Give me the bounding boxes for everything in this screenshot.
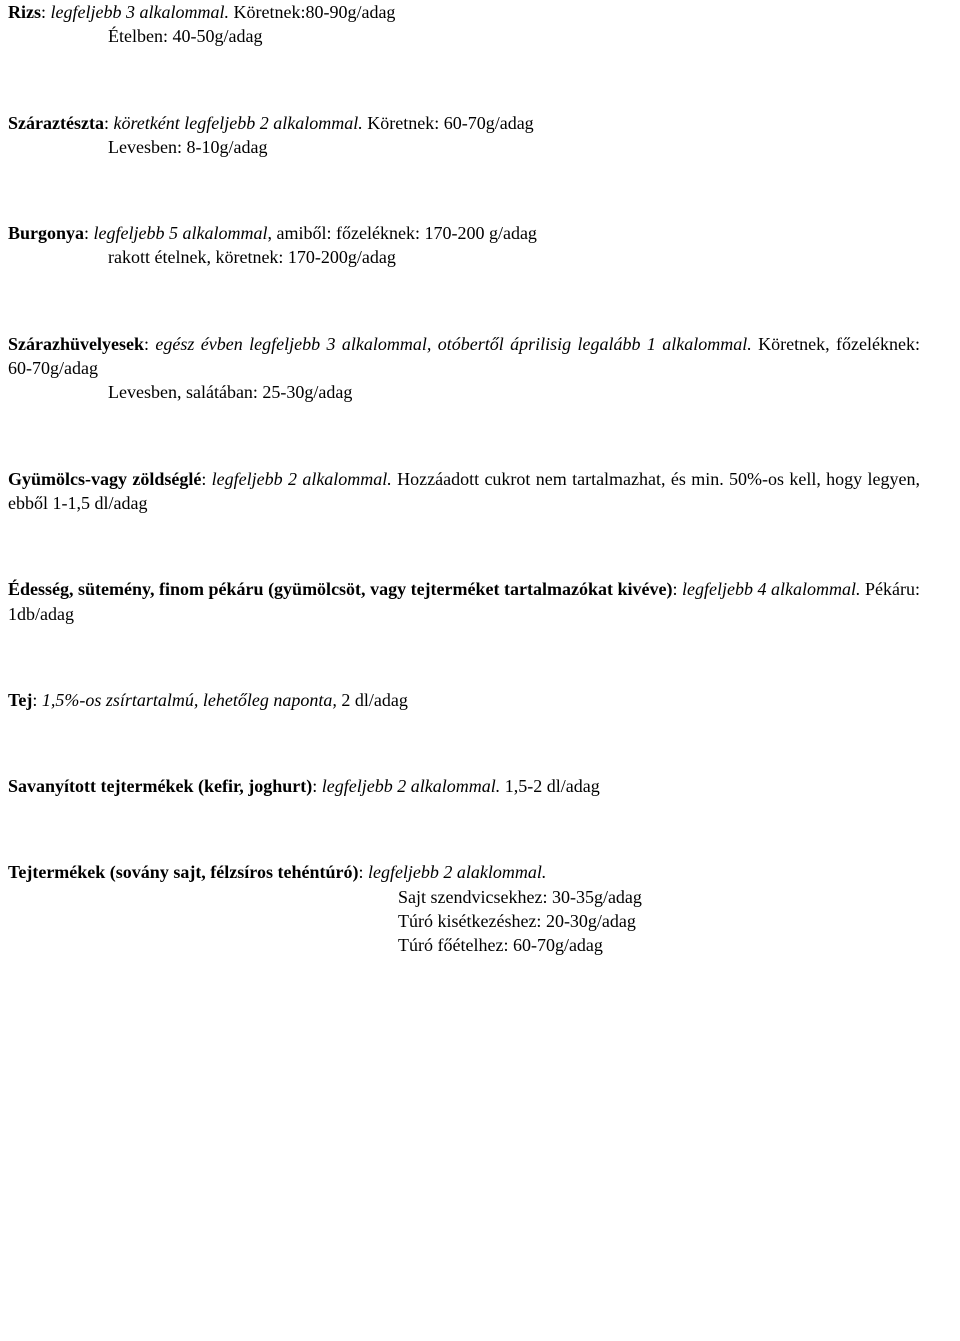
- document-page: Rizs: legfeljebb 3 alkalommal. Köretnek:…: [0, 0, 960, 1341]
- savany-sep: :: [312, 776, 322, 796]
- tej-line: Tej: 1,5%-os zsírtartalmú, lehetőleg nap…: [8, 688, 920, 712]
- tejterm-line2: Sajt szendvicsekhez: 30-35g/adag: [8, 885, 920, 909]
- szarazhuv-line1: Szárazhüvelyesek: egész évben legfeljebb…: [8, 332, 920, 381]
- szarazhuv-line2: Levesben, salátában: 25-30g/adag: [8, 380, 920, 404]
- szaraz-desc-rest: Köretnek: 60-70g/adag: [363, 113, 534, 133]
- burgonya-rest: , amiből: főzeléknek: 170-200 g/adag: [268, 223, 537, 243]
- section-tej: Tej: 1,5%-os zsírtartalmú, lehetőleg nap…: [8, 688, 920, 712]
- savany-rest: 1,5-2 dl/adag: [500, 776, 599, 796]
- section-edesseg: Édesség, sütemény, finom pékáru (gyümölc…: [8, 577, 920, 626]
- rizs-desc-rest: Köretnek:80-90g/adag: [229, 2, 395, 22]
- edesseg-label: Édesség, sütemény, finom pékáru (gyümölc…: [8, 579, 672, 599]
- tejterm-line1: Tejtermékek (sovány sajt, félzsíros tehé…: [8, 860, 920, 884]
- edesseg-italic: legfeljebb 4 alkalommal.: [682, 579, 861, 599]
- tejterm-label: Tejtermékek (sovány sajt, félzsíros tehé…: [8, 862, 358, 882]
- szarazhuv-label: Szárazhüvelyesek: [8, 334, 144, 354]
- tej-sep: :: [32, 690, 42, 710]
- burgonya-line1: Burgonya: legfeljebb 5 alkalommal, amibő…: [8, 221, 920, 245]
- szaraz-label: Száraztészta: [8, 113, 104, 133]
- burgonya-sep: :: [84, 223, 94, 243]
- rizs-desc-italic: legfeljebb 3 alkalommal.: [51, 2, 229, 22]
- edesseg-line: Édesség, sütemény, finom pékáru (gyümölc…: [8, 577, 920, 626]
- section-savany: Savanyított tejtermékek (kefir, joghurt)…: [8, 774, 920, 798]
- rizs-sep: :: [41, 2, 51, 22]
- rizs-line1: Rizs: legfeljebb 3 alkalommal. Köretnek:…: [8, 0, 920, 24]
- savany-line: Savanyított tejtermékek (kefir, joghurt)…: [8, 774, 920, 798]
- tej-rest: 2 dl/adag: [337, 690, 408, 710]
- edesseg-sep: :: [672, 579, 682, 599]
- tejterm-italic: legfeljebb 2 alaklommal.: [368, 862, 546, 882]
- section-rizs: Rizs: legfeljebb 3 alkalommal. Köretnek:…: [8, 0, 920, 49]
- section-juice: Gyümölcs-vagy zöldséglé: legfeljebb 2 al…: [8, 467, 920, 516]
- tej-italic: 1,5%-os zsírtartalmú, lehetőleg naponta,: [42, 690, 337, 710]
- section-szaraz: Száraztészta: köretként legfeljebb 2 alk…: [8, 111, 920, 160]
- burgonya-line2: rakott ételnek, köretnek: 170-200g/adag: [8, 245, 920, 269]
- juice-italic: legfeljebb 2 alkalommal.: [212, 469, 392, 489]
- szaraz-line2: Levesben: 8-10g/adag: [8, 135, 920, 159]
- rizs-line2: Ételben: 40-50g/adag: [8, 24, 920, 48]
- tejterm-line4: Túró főételhez: 60-70g/adag: [8, 933, 920, 957]
- savany-italic: legfeljebb 2 alkalommal.: [322, 776, 500, 796]
- szarazhuv-italic: egész évben legfeljebb 3 alkalommal, otó…: [155, 334, 751, 354]
- section-burgonya: Burgonya: legfeljebb 5 alkalommal, amibő…: [8, 221, 920, 270]
- savany-label: Savanyított tejtermékek (kefir, joghurt): [8, 776, 312, 796]
- burgonya-label: Burgonya: [8, 223, 84, 243]
- tej-label: Tej: [8, 690, 32, 710]
- rizs-label: Rizs: [8, 2, 41, 22]
- tejterm-line3: Túró kisétkezéshez: 20-30g/adag: [8, 909, 920, 933]
- juice-line: Gyümölcs-vagy zöldséglé: legfeljebb 2 al…: [8, 467, 920, 516]
- szarazhuv-sep: :: [144, 334, 155, 354]
- tejterm-sep: :: [358, 862, 368, 882]
- szaraz-desc-italic: köretként legfeljebb 2 alkalommal.: [113, 113, 362, 133]
- juice-label: Gyümölcs-vagy zöldséglé: [8, 469, 201, 489]
- burgonya-italic: legfeljebb 5 alkalommal: [94, 223, 268, 243]
- section-tejterm: Tejtermékek (sovány sajt, félzsíros tehé…: [8, 860, 920, 957]
- juice-sep: :: [201, 469, 211, 489]
- szaraz-line1: Száraztészta: köretként legfeljebb 2 alk…: [8, 111, 920, 135]
- section-szarazhuv: Szárazhüvelyesek: egész évben legfeljebb…: [8, 332, 920, 405]
